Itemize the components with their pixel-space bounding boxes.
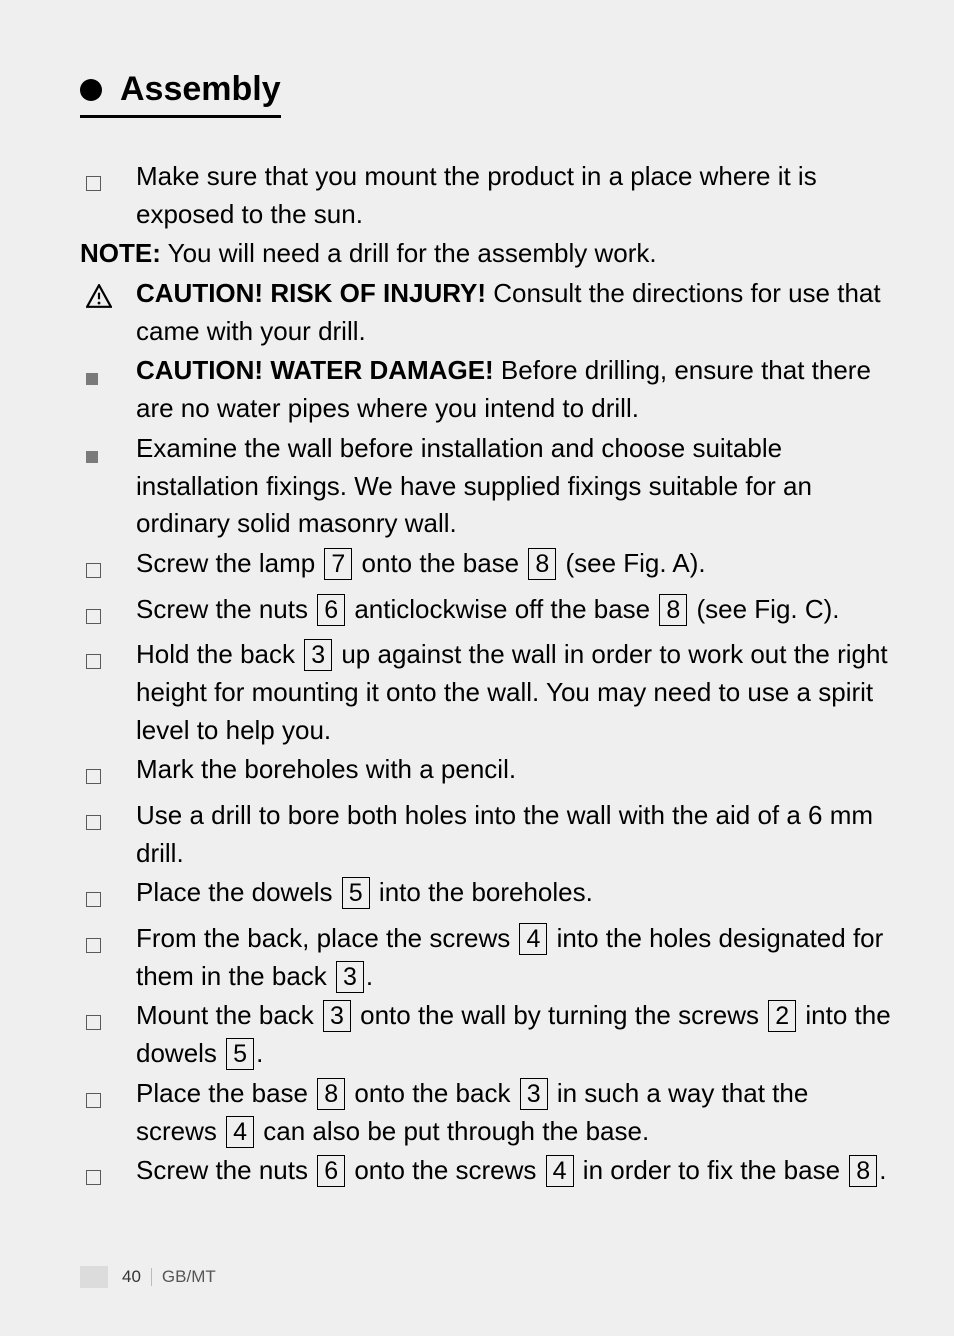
item-text: CAUTION! RISK OF INJURY! Consult the dir…	[136, 275, 894, 350]
list-item: CAUTION! RISK OF INJURY! Consult the dir…	[80, 275, 894, 350]
list-item: Place the base 8 onto the back 3 in such…	[80, 1075, 894, 1150]
page-footer: 40 GB/MT	[80, 1266, 216, 1288]
hollow-square-icon	[80, 797, 136, 872]
item-text: Place the base 8 onto the back 3 in such…	[136, 1075, 894, 1150]
ref-box: 6	[317, 594, 345, 626]
ref-box: 4	[519, 923, 547, 955]
page-number: 40	[122, 1267, 141, 1287]
hollow-square-icon	[80, 158, 136, 233]
footer-region: GB/MT	[162, 1267, 216, 1287]
footer-block-icon	[80, 1266, 108, 1288]
heading-row: Assembly	[80, 70, 281, 118]
note-text: You will need a drill for the assembly w…	[161, 238, 657, 268]
ref-box: 3	[336, 961, 364, 993]
list-item: Screw the nuts 6 onto the screws 4 in or…	[80, 1152, 894, 1196]
list-item: CAUTION! WATER DAMAGE! Before drilling, …	[80, 352, 894, 427]
ref-box: 7	[324, 548, 352, 580]
ref-box: 8	[659, 594, 687, 626]
ref-box: 8	[528, 548, 556, 580]
list-item: Use a drill to bore both holes into the …	[80, 797, 894, 872]
hollow-square-icon	[80, 997, 136, 1072]
item-text: Screw the lamp 7 onto the base 8 (see Fi…	[136, 545, 894, 589]
item-text: Hold the back 3 up against the wall in o…	[136, 636, 894, 749]
hollow-square-icon	[80, 636, 136, 749]
content-area: Make sure that you mount the product in …	[80, 158, 894, 1196]
item-text: Place the dowels 5 into the boreholes.	[136, 874, 894, 918]
ref-box: 6	[317, 1155, 345, 1187]
list-item: Examine the wall before installation and…	[80, 430, 894, 543]
list-item: Mark the boreholes with a pencil.	[80, 751, 894, 795]
ref-box: 5	[226, 1038, 254, 1070]
list-item: Screw the lamp 7 onto the base 8 (see Fi…	[80, 545, 894, 589]
item-text: Use a drill to bore both holes into the …	[136, 797, 894, 872]
solid-square-icon	[80, 430, 136, 543]
item-text: Mark the boreholes with a pencil.	[136, 751, 894, 795]
ref-box: 3	[520, 1078, 548, 1110]
ref-box: 4	[546, 1155, 574, 1187]
hollow-square-icon	[80, 920, 136, 995]
hollow-square-icon	[80, 545, 136, 589]
ref-box: 4	[226, 1116, 254, 1148]
list-item: Make sure that you mount the product in …	[80, 158, 894, 233]
list-item: Mount the back 3 onto the wall by turnin…	[80, 997, 894, 1072]
note-label: NOTE:	[80, 238, 161, 268]
heading-bullet-icon	[80, 79, 102, 101]
item-text: Mount the back 3 onto the wall by turnin…	[136, 997, 894, 1072]
list-item: From the back, place the screws 4 into t…	[80, 920, 894, 995]
hollow-square-icon	[80, 1152, 136, 1196]
page-heading: Assembly	[120, 70, 281, 109]
item-text: From the back, place the screws 4 into t…	[136, 920, 894, 995]
list-item: Hold the back 3 up against the wall in o…	[80, 636, 894, 749]
footer-separator	[151, 1268, 152, 1286]
ref-box: 8	[849, 1155, 877, 1187]
ref-box: 5	[342, 877, 370, 909]
hollow-square-icon	[80, 874, 136, 918]
item-text: CAUTION! WATER DAMAGE! Before drilling, …	[136, 352, 894, 427]
ref-box: 3	[304, 639, 332, 671]
solid-square-icon	[80, 352, 136, 427]
item-text: Screw the nuts 6 onto the screws 4 in or…	[136, 1152, 894, 1196]
caution-water-label: CAUTION! WATER DAMAGE!	[136, 355, 494, 385]
caution-injury-label: CAUTION! RISK OF INJURY!	[136, 278, 486, 308]
list-item: Place the dowels 5 into the boreholes.	[80, 874, 894, 918]
item-text: Examine the wall before installation and…	[136, 430, 894, 543]
ref-box: 8	[317, 1078, 345, 1110]
list-item: Screw the nuts 6 anticlockwise off the b…	[80, 591, 894, 635]
hollow-square-icon	[80, 591, 136, 635]
warning-triangle-icon	[80, 275, 136, 350]
note-line: NOTE: You will need a drill for the asse…	[80, 235, 894, 273]
hollow-square-icon	[80, 1075, 136, 1150]
ref-box: 3	[323, 1000, 351, 1032]
item-text: Make sure that you mount the product in …	[136, 158, 894, 233]
ref-box: 2	[768, 1000, 796, 1032]
item-text: Screw the nuts 6 anticlockwise off the b…	[136, 591, 894, 635]
hollow-square-icon	[80, 751, 136, 795]
